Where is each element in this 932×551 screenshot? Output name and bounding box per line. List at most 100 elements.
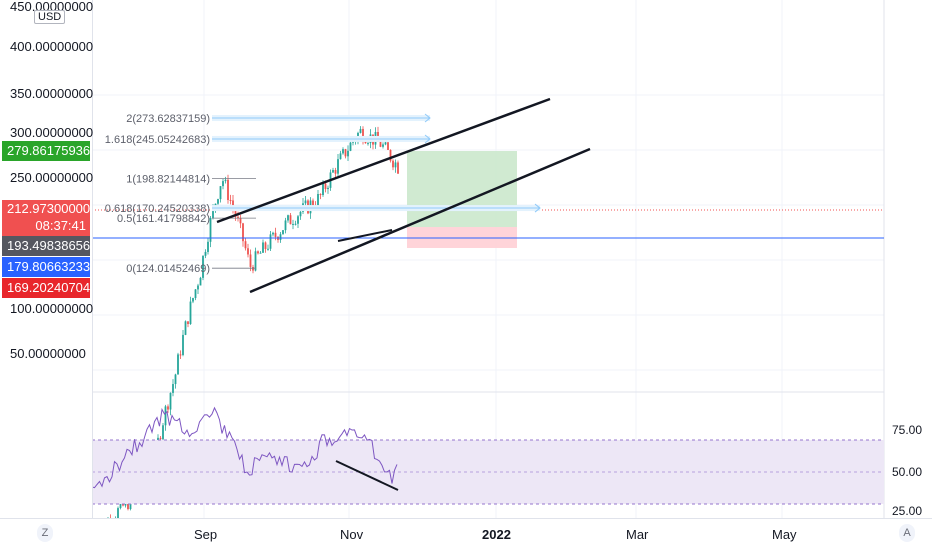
candle-body xyxy=(177,354,179,375)
currency-badge[interactable]: USD xyxy=(34,10,66,24)
channel-upper-line xyxy=(216,97,551,224)
candle-body xyxy=(389,149,392,161)
price-tick: 300.00000000 xyxy=(10,125,94,140)
candle-body xyxy=(222,181,224,187)
candle-body xyxy=(247,248,249,255)
candle-body xyxy=(394,162,397,168)
candle-body xyxy=(184,321,187,335)
fib-level-label: 1(198.82144814) xyxy=(126,174,210,186)
candle-body xyxy=(334,170,337,174)
price-tick: 250.00000000 xyxy=(10,170,94,185)
candle-body xyxy=(264,242,267,250)
candle-body xyxy=(219,186,222,200)
candle-body xyxy=(229,199,232,201)
candle-body xyxy=(224,179,227,182)
candle-body xyxy=(262,242,264,253)
candle-body xyxy=(169,392,172,410)
candle-body xyxy=(194,289,197,299)
candle-body xyxy=(202,255,204,278)
candle-body xyxy=(234,208,237,217)
fib-arrow xyxy=(424,113,431,123)
candle-body xyxy=(252,266,254,271)
price-tick: 100.00000000 xyxy=(10,301,94,316)
auto-scale-button[interactable]: A xyxy=(899,524,915,542)
target-price-badge: 279.86175936 xyxy=(2,141,90,161)
divergence-line-rsi xyxy=(335,460,399,491)
candle-body xyxy=(174,374,177,385)
candle-body xyxy=(287,215,289,221)
candle-body xyxy=(359,128,362,133)
candle-body xyxy=(384,142,387,145)
candle-body xyxy=(212,207,214,218)
candle-body xyxy=(242,223,244,242)
candle-body xyxy=(117,508,119,518)
candle-body xyxy=(319,194,322,196)
price-chart[interactable]: 2(273.62837159) 1.618(245.05242683) 1(198.… xyxy=(0,0,932,518)
candle-body xyxy=(164,406,167,426)
candle-body xyxy=(367,143,369,145)
candle-body xyxy=(159,437,162,440)
zoom-reset-button[interactable]: Z xyxy=(37,524,53,542)
fib-level-label: 0.618(170.24520338) xyxy=(105,203,210,215)
fib-arrow xyxy=(534,203,541,213)
price-tick: 350.00000000 xyxy=(10,86,94,101)
candle-body xyxy=(232,200,234,209)
candle-body xyxy=(279,234,282,240)
candle-body xyxy=(294,223,297,225)
price-scale[interactable]: 450.00000000 400.00000000 350.00000000 3… xyxy=(0,0,93,518)
candle-body xyxy=(274,232,277,237)
rsi-tick: 75.00 xyxy=(892,423,923,437)
candle-body xyxy=(382,144,384,147)
candle-body xyxy=(254,251,257,271)
candle-body xyxy=(237,216,239,219)
rsi-tick: 25.00 xyxy=(892,504,923,518)
candle-body xyxy=(392,160,394,168)
candle-body xyxy=(187,321,189,325)
candle-body xyxy=(272,232,274,235)
candle-body xyxy=(337,159,339,174)
fib-level-label: 0(124.01452469) xyxy=(126,263,210,275)
time-label: Sep xyxy=(194,527,218,542)
time-axis[interactable]: Sep Nov 2022 Mar May xyxy=(0,518,932,551)
candle-body xyxy=(324,183,327,190)
time-label: May xyxy=(772,527,797,542)
rsi-tick: 50.00 xyxy=(892,465,923,479)
candle-body xyxy=(209,217,212,242)
rsi-scale[interactable]: 75.00 50.00 25.00 xyxy=(884,392,932,518)
candle-body xyxy=(397,162,399,174)
fib-level-label: 0.5(161.41798842) xyxy=(117,213,210,225)
candle-body xyxy=(192,298,194,302)
candle-body xyxy=(227,179,229,200)
candle-body xyxy=(182,334,184,355)
fib-level-label: 2(273.62837159) xyxy=(126,113,210,125)
candle-body xyxy=(332,170,334,173)
candle-body xyxy=(342,149,344,154)
candle-body xyxy=(167,406,169,410)
line-price-badge: 179.80663233 xyxy=(2,257,90,277)
candle-body xyxy=(217,199,219,204)
fib-level-label: 1.618(245.05242683) xyxy=(105,134,210,146)
candle-body xyxy=(197,285,199,290)
candle-body xyxy=(207,241,209,252)
candle-body xyxy=(244,241,247,249)
candle-body xyxy=(299,211,302,217)
candle-body xyxy=(282,230,284,235)
candle-body xyxy=(304,200,307,204)
current-price-value: 212.97300000 xyxy=(7,201,91,216)
channel-lower-line xyxy=(249,147,591,294)
candle-body xyxy=(347,150,349,157)
candle-body xyxy=(349,142,352,151)
rsi-line xyxy=(91,406,398,489)
candle-body xyxy=(172,384,174,393)
candle-body xyxy=(199,277,202,286)
candle-body xyxy=(267,248,269,250)
candle-body xyxy=(284,220,287,231)
candle-body xyxy=(239,218,242,224)
candle-body xyxy=(249,254,252,267)
candle-body xyxy=(292,223,294,225)
time-label: Mar xyxy=(626,527,649,542)
candle-body xyxy=(364,141,367,144)
divergence-line-price xyxy=(337,229,393,242)
time-label: Nov xyxy=(340,527,364,542)
candle-body xyxy=(327,187,329,190)
